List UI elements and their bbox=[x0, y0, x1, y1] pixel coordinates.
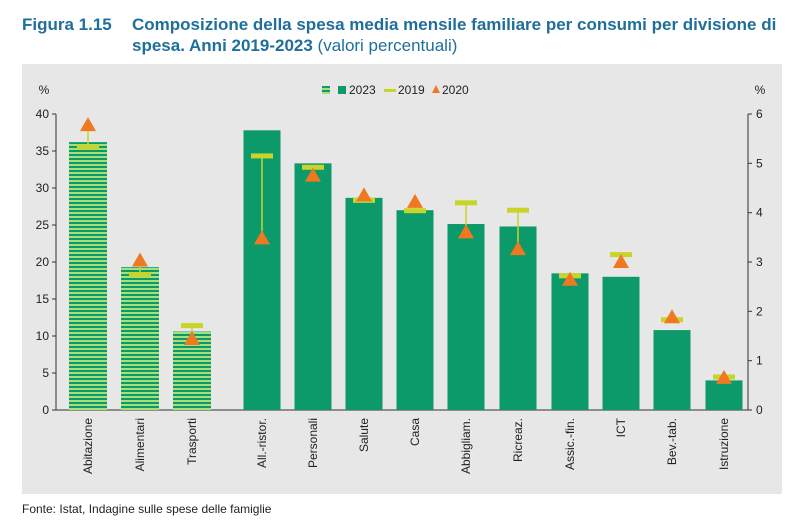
bar-casa bbox=[396, 210, 434, 410]
marker-2019 bbox=[251, 153, 273, 159]
chart-panel: 2023 2019 2020 % 0 5 10 15 20 25 30 35 40 % 0 1 2 3 4 5 6 … bbox=[22, 64, 782, 494]
bars bbox=[69, 130, 743, 410]
left-tick-label-40: 40 bbox=[36, 107, 50, 121]
category-label-trasporti: Trasporti bbox=[185, 418, 199, 465]
bar-assic-fin bbox=[551, 273, 589, 410]
source-note: Fonte: Istat, Indagine sulle spese delle… bbox=[22, 502, 272, 516]
right-tick-label-3: 3 bbox=[756, 255, 763, 269]
right-axis-unit: % bbox=[755, 83, 766, 97]
legend-swatch-striped bbox=[322, 86, 330, 94]
left-tick-label-15: 15 bbox=[36, 292, 50, 306]
legend-swatch-2020 bbox=[432, 85, 440, 93]
marker-2020 bbox=[510, 241, 526, 256]
bar-abitazione bbox=[69, 142, 107, 410]
marker-2020 bbox=[356, 187, 372, 202]
marker-2020 bbox=[132, 252, 148, 267]
right-y-axis: % 0 1 2 3 4 5 6 bbox=[747, 83, 766, 417]
category-label-casa: Casa bbox=[408, 418, 422, 446]
category-label-all-ristor: All.-ristor. bbox=[255, 418, 269, 468]
marker-2019 bbox=[455, 200, 477, 206]
category-label-ricreaz: Ricreaz. bbox=[511, 418, 525, 462]
legend-swatch-2019 bbox=[384, 89, 396, 92]
right-tick-label-4: 4 bbox=[756, 206, 763, 220]
left-tick-label-25: 25 bbox=[36, 218, 50, 232]
category-label-istruzione: Istruzione bbox=[717, 418, 731, 470]
marker-2020 bbox=[664, 309, 680, 324]
legend: 2023 2019 2020 bbox=[322, 83, 469, 97]
marker-2020 bbox=[562, 271, 578, 286]
bar-salute bbox=[345, 197, 383, 410]
right-tick-label-6: 6 bbox=[756, 107, 763, 121]
figure-title: Composizione della spesa media mensile f… bbox=[132, 15, 777, 55]
category-label-alimentari: Alimentari bbox=[133, 418, 147, 471]
figure-label: Figura 1.15 bbox=[22, 15, 112, 34]
right-tick-label-1: 1 bbox=[756, 354, 763, 368]
marker-2019 bbox=[507, 207, 529, 213]
right-tick-label-5: 5 bbox=[756, 156, 763, 170]
figure-subtitle: (valori percentuali) bbox=[317, 36, 458, 55]
bar-personali bbox=[294, 163, 332, 410]
marker-2019 bbox=[181, 323, 203, 329]
left-tick-label-5: 5 bbox=[42, 366, 49, 380]
marker-2019 bbox=[77, 144, 99, 150]
right-tick-label-0: 0 bbox=[756, 403, 763, 417]
left-tick-label-10: 10 bbox=[36, 329, 50, 343]
left-tick-label-30: 30 bbox=[36, 181, 50, 195]
marker-2020 bbox=[458, 224, 474, 239]
left-tick-label-20: 20 bbox=[36, 255, 50, 269]
bar-alimentari bbox=[121, 267, 159, 410]
left-tick-label-35: 35 bbox=[36, 144, 50, 158]
marker-2020 bbox=[613, 254, 629, 268]
bar-istruzione bbox=[705, 380, 743, 410]
right-tick-label-2: 2 bbox=[756, 304, 763, 318]
category-labels: Abitazione Alimentari Trasporti All.-ristor… bbox=[81, 417, 731, 474]
bar-bev-tab bbox=[653, 330, 691, 410]
marker-2020 bbox=[254, 230, 270, 245]
marker-2020 bbox=[716, 369, 732, 384]
marker-2020 bbox=[184, 330, 200, 345]
legend-swatch-2023 bbox=[338, 86, 346, 94]
category-label-assic-fin: Assic.-fin. bbox=[563, 418, 577, 470]
bar-ict bbox=[602, 276, 640, 410]
marker-2020 bbox=[407, 193, 423, 208]
category-label-personali: Personali bbox=[306, 418, 320, 468]
legend-label-2023: 2023 bbox=[349, 83, 376, 97]
category-label-abitazione: Abitazione bbox=[81, 418, 95, 474]
marker-2019 bbox=[404, 208, 426, 214]
left-axis-unit: % bbox=[39, 83, 50, 97]
legend-label-2020: 2020 bbox=[442, 83, 469, 97]
marker-2020 bbox=[305, 167, 321, 182]
bar-abbigliam bbox=[447, 224, 485, 410]
left-tick-label-0: 0 bbox=[42, 403, 49, 417]
marker-2019 bbox=[129, 272, 151, 278]
category-label-ict: ICT bbox=[614, 417, 628, 437]
bar-ricreaz bbox=[499, 226, 537, 410]
category-label-salute: Salute bbox=[357, 418, 371, 452]
markers bbox=[77, 117, 735, 384]
category-label-bev-tab: Bev.-tab. bbox=[665, 418, 679, 465]
figure-title-wrap: Composizione della spesa media mensile f… bbox=[132, 14, 792, 56]
legend-label-2019: 2019 bbox=[398, 83, 425, 97]
marker-2019 bbox=[302, 164, 324, 170]
category-label-abbigliam: Abbigliam. bbox=[459, 418, 473, 474]
marker-2020 bbox=[80, 117, 96, 132]
